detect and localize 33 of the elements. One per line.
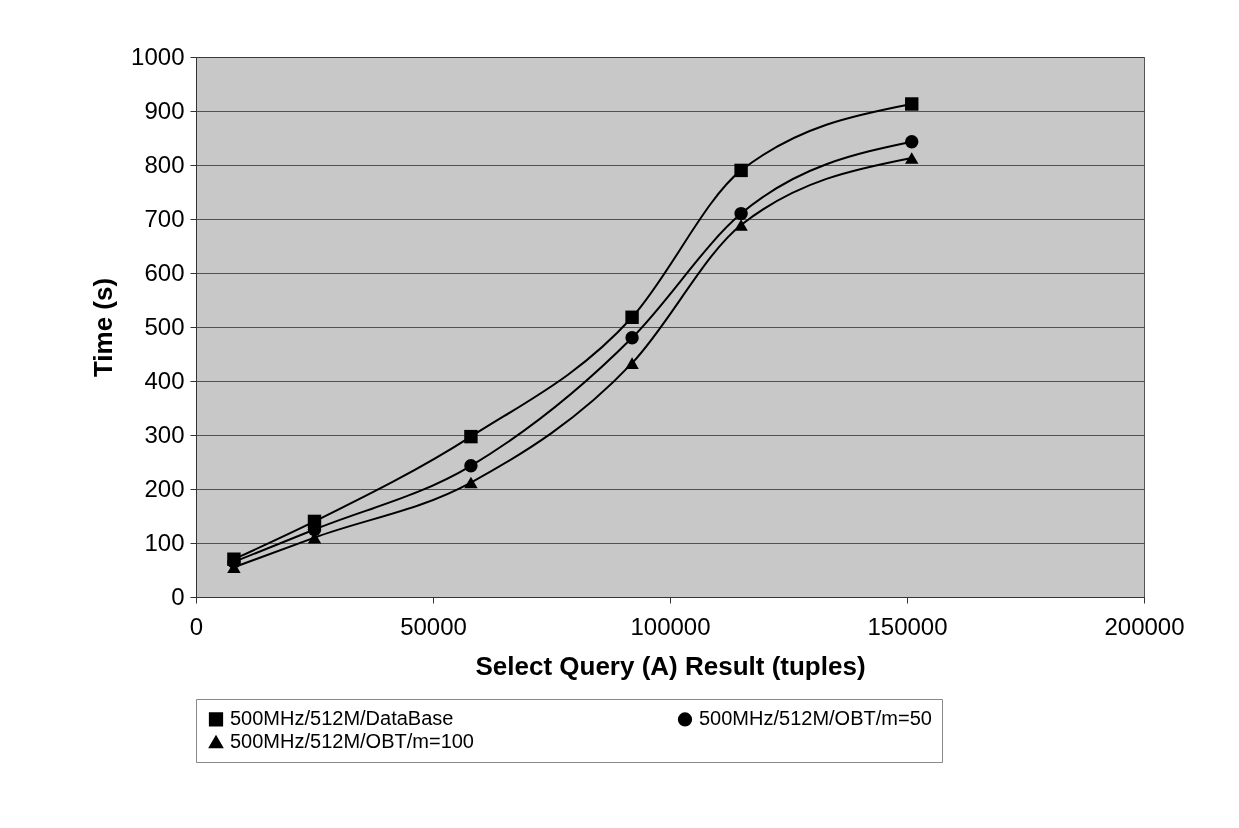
point bbox=[734, 163, 748, 178]
y-tick-label: 400 bbox=[144, 366, 185, 394]
legend-label: 500MHz/512M/DataBase bbox=[230, 707, 454, 730]
y-tick-label: 1000 bbox=[131, 42, 185, 70]
x-tick-label: 50000 bbox=[400, 612, 467, 640]
y-tick-label: 700 bbox=[144, 204, 185, 232]
legend-label: 500MHz/512M/OBT/m=100 bbox=[230, 730, 474, 752]
x-axis-title: Select Query (A) Result (tuples) bbox=[475, 650, 866, 681]
x-tick-label: 200000 bbox=[1104, 612, 1185, 640]
point bbox=[734, 206, 748, 221]
point bbox=[625, 331, 639, 345]
y-tick-label: 800 bbox=[144, 150, 185, 178]
y-tick-label: 600 bbox=[144, 258, 185, 286]
y-tick-label: 0 bbox=[171, 582, 185, 610]
point bbox=[464, 429, 478, 444]
y-axis-title: Time (s) bbox=[88, 277, 119, 378]
point bbox=[464, 459, 478, 473]
point bbox=[905, 135, 919, 149]
point bbox=[464, 476, 478, 489]
point bbox=[625, 310, 639, 324]
y-tick-label: 300 bbox=[144, 420, 185, 448]
x-tick-label: 0 bbox=[189, 612, 204, 640]
point bbox=[905, 97, 919, 111]
point bbox=[625, 357, 639, 369]
y-tick-label: 900 bbox=[144, 96, 185, 124]
y-tick-label: 100 bbox=[144, 528, 185, 556]
x-tick-label: 150000 bbox=[867, 612, 948, 640]
x-tick-label: 100000 bbox=[630, 612, 711, 640]
y-tick-label: 500 bbox=[144, 312, 185, 340]
point bbox=[734, 219, 748, 231]
legend-label: 500MHz/512M/OBT/m=50 bbox=[699, 707, 932, 730]
y-tick-label: 200 bbox=[144, 474, 185, 502]
point bbox=[905, 152, 919, 164]
